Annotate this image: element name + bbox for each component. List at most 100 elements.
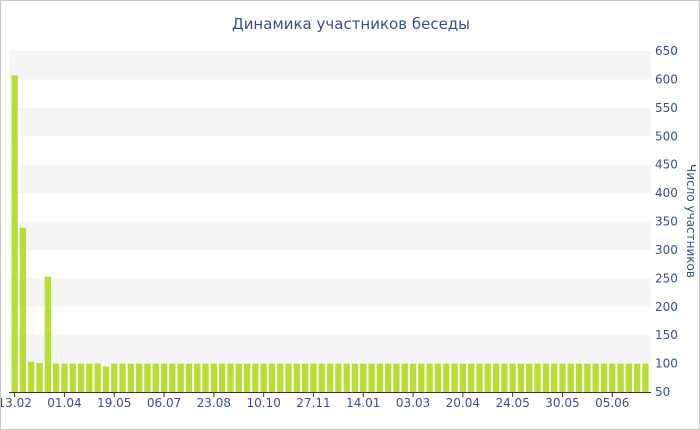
y-tick-label: 150 [655, 328, 678, 342]
bar [368, 363, 375, 392]
y-tick-label: 550 [655, 101, 678, 115]
bar [252, 363, 259, 392]
bar [136, 363, 143, 392]
bar [409, 363, 417, 392]
bar [144, 363, 151, 392]
bar [559, 363, 566, 392]
bar [401, 363, 408, 392]
x-tick-label: 03.03 [396, 396, 430, 410]
grid-band [9, 51, 651, 80]
y-tick-label: 400 [655, 186, 678, 200]
y-tick-label: 200 [655, 300, 678, 314]
bar [227, 363, 234, 392]
y-tick-label: 50 [655, 385, 670, 399]
bar [119, 363, 126, 392]
y-tick-label: 250 [655, 271, 678, 285]
bar [268, 363, 276, 392]
bar [542, 363, 549, 392]
bar [285, 363, 292, 392]
bar [202, 363, 209, 392]
y-tick-label: 100 [655, 357, 678, 371]
bar [185, 363, 193, 392]
grid-bands [9, 51, 651, 364]
bar [434, 363, 442, 392]
bar [210, 363, 217, 392]
bar [360, 363, 367, 392]
y-tick-label: 600 [655, 72, 678, 86]
bar [127, 363, 134, 392]
bar [293, 363, 300, 392]
x-tick-label: 05.06 [595, 396, 629, 410]
bar [501, 363, 508, 392]
bar [476, 363, 483, 392]
bar [335, 363, 342, 392]
y-tick-label: 650 [655, 44, 678, 58]
bar [11, 75, 18, 392]
y-axis-title: Число участников [684, 164, 698, 278]
grid-band [9, 335, 651, 364]
grid-band [9, 221, 651, 250]
bar [302, 363, 309, 392]
bar [551, 363, 558, 392]
bar [94, 363, 101, 392]
x-tick-label: 19.05 [97, 396, 131, 410]
bar [19, 227, 27, 392]
bar [393, 363, 400, 392]
bars [11, 75, 649, 392]
bar [575, 363, 583, 392]
bar [326, 363, 334, 392]
x-tick-label: 01.04 [47, 396, 81, 410]
x-tick-label: 10.10 [246, 396, 280, 410]
x-tick-label: 06.07 [147, 396, 181, 410]
bar [351, 363, 359, 392]
bar [592, 363, 599, 392]
bar [567, 363, 574, 392]
bar [86, 363, 93, 392]
bar [625, 363, 632, 392]
bar [243, 363, 251, 392]
bar [517, 363, 525, 392]
y-axis-ticks: 50 100 150 200 250 300 350 400 450 500 550 600 650 [655, 44, 678, 399]
bar [609, 363, 616, 392]
y-tick-label: 350 [655, 215, 678, 229]
grid-band [9, 278, 651, 307]
bar [260, 363, 267, 392]
grid-band [9, 107, 651, 137]
bar [509, 363, 516, 392]
x-tick-label: 20.04 [446, 396, 480, 410]
bar [152, 363, 159, 392]
bar [36, 363, 43, 392]
bar [642, 363, 649, 392]
bar [160, 363, 168, 392]
bar [526, 363, 533, 392]
bar [277, 363, 284, 392]
bar [634, 363, 641, 392]
bar [102, 366, 110, 392]
x-tick-label: 13.02 [1, 396, 32, 410]
bar [111, 363, 118, 392]
bar [617, 363, 624, 392]
grid-band [9, 164, 651, 194]
bar [28, 361, 35, 392]
bar [484, 363, 491, 392]
bar [235, 363, 242, 392]
bar [418, 363, 425, 392]
bar [219, 363, 226, 392]
x-tick-label: 30.05 [545, 396, 579, 410]
chart-title: Динамика участников беседы [232, 15, 470, 33]
bar [426, 363, 433, 392]
bar [385, 363, 392, 392]
bar [53, 363, 60, 392]
bar [310, 363, 317, 392]
bar [468, 363, 475, 392]
bar [169, 363, 176, 392]
bar [534, 363, 541, 392]
bar [376, 363, 383, 392]
y-tick-label: 450 [655, 158, 678, 172]
x-axis-ticks: 13.02 01.04 19.05 06.07 23.08 10.10 27.11 14.01… [1, 392, 629, 410]
bar [459, 363, 466, 392]
bar [584, 363, 591, 392]
x-tick-label: 24.05 [495, 396, 529, 410]
